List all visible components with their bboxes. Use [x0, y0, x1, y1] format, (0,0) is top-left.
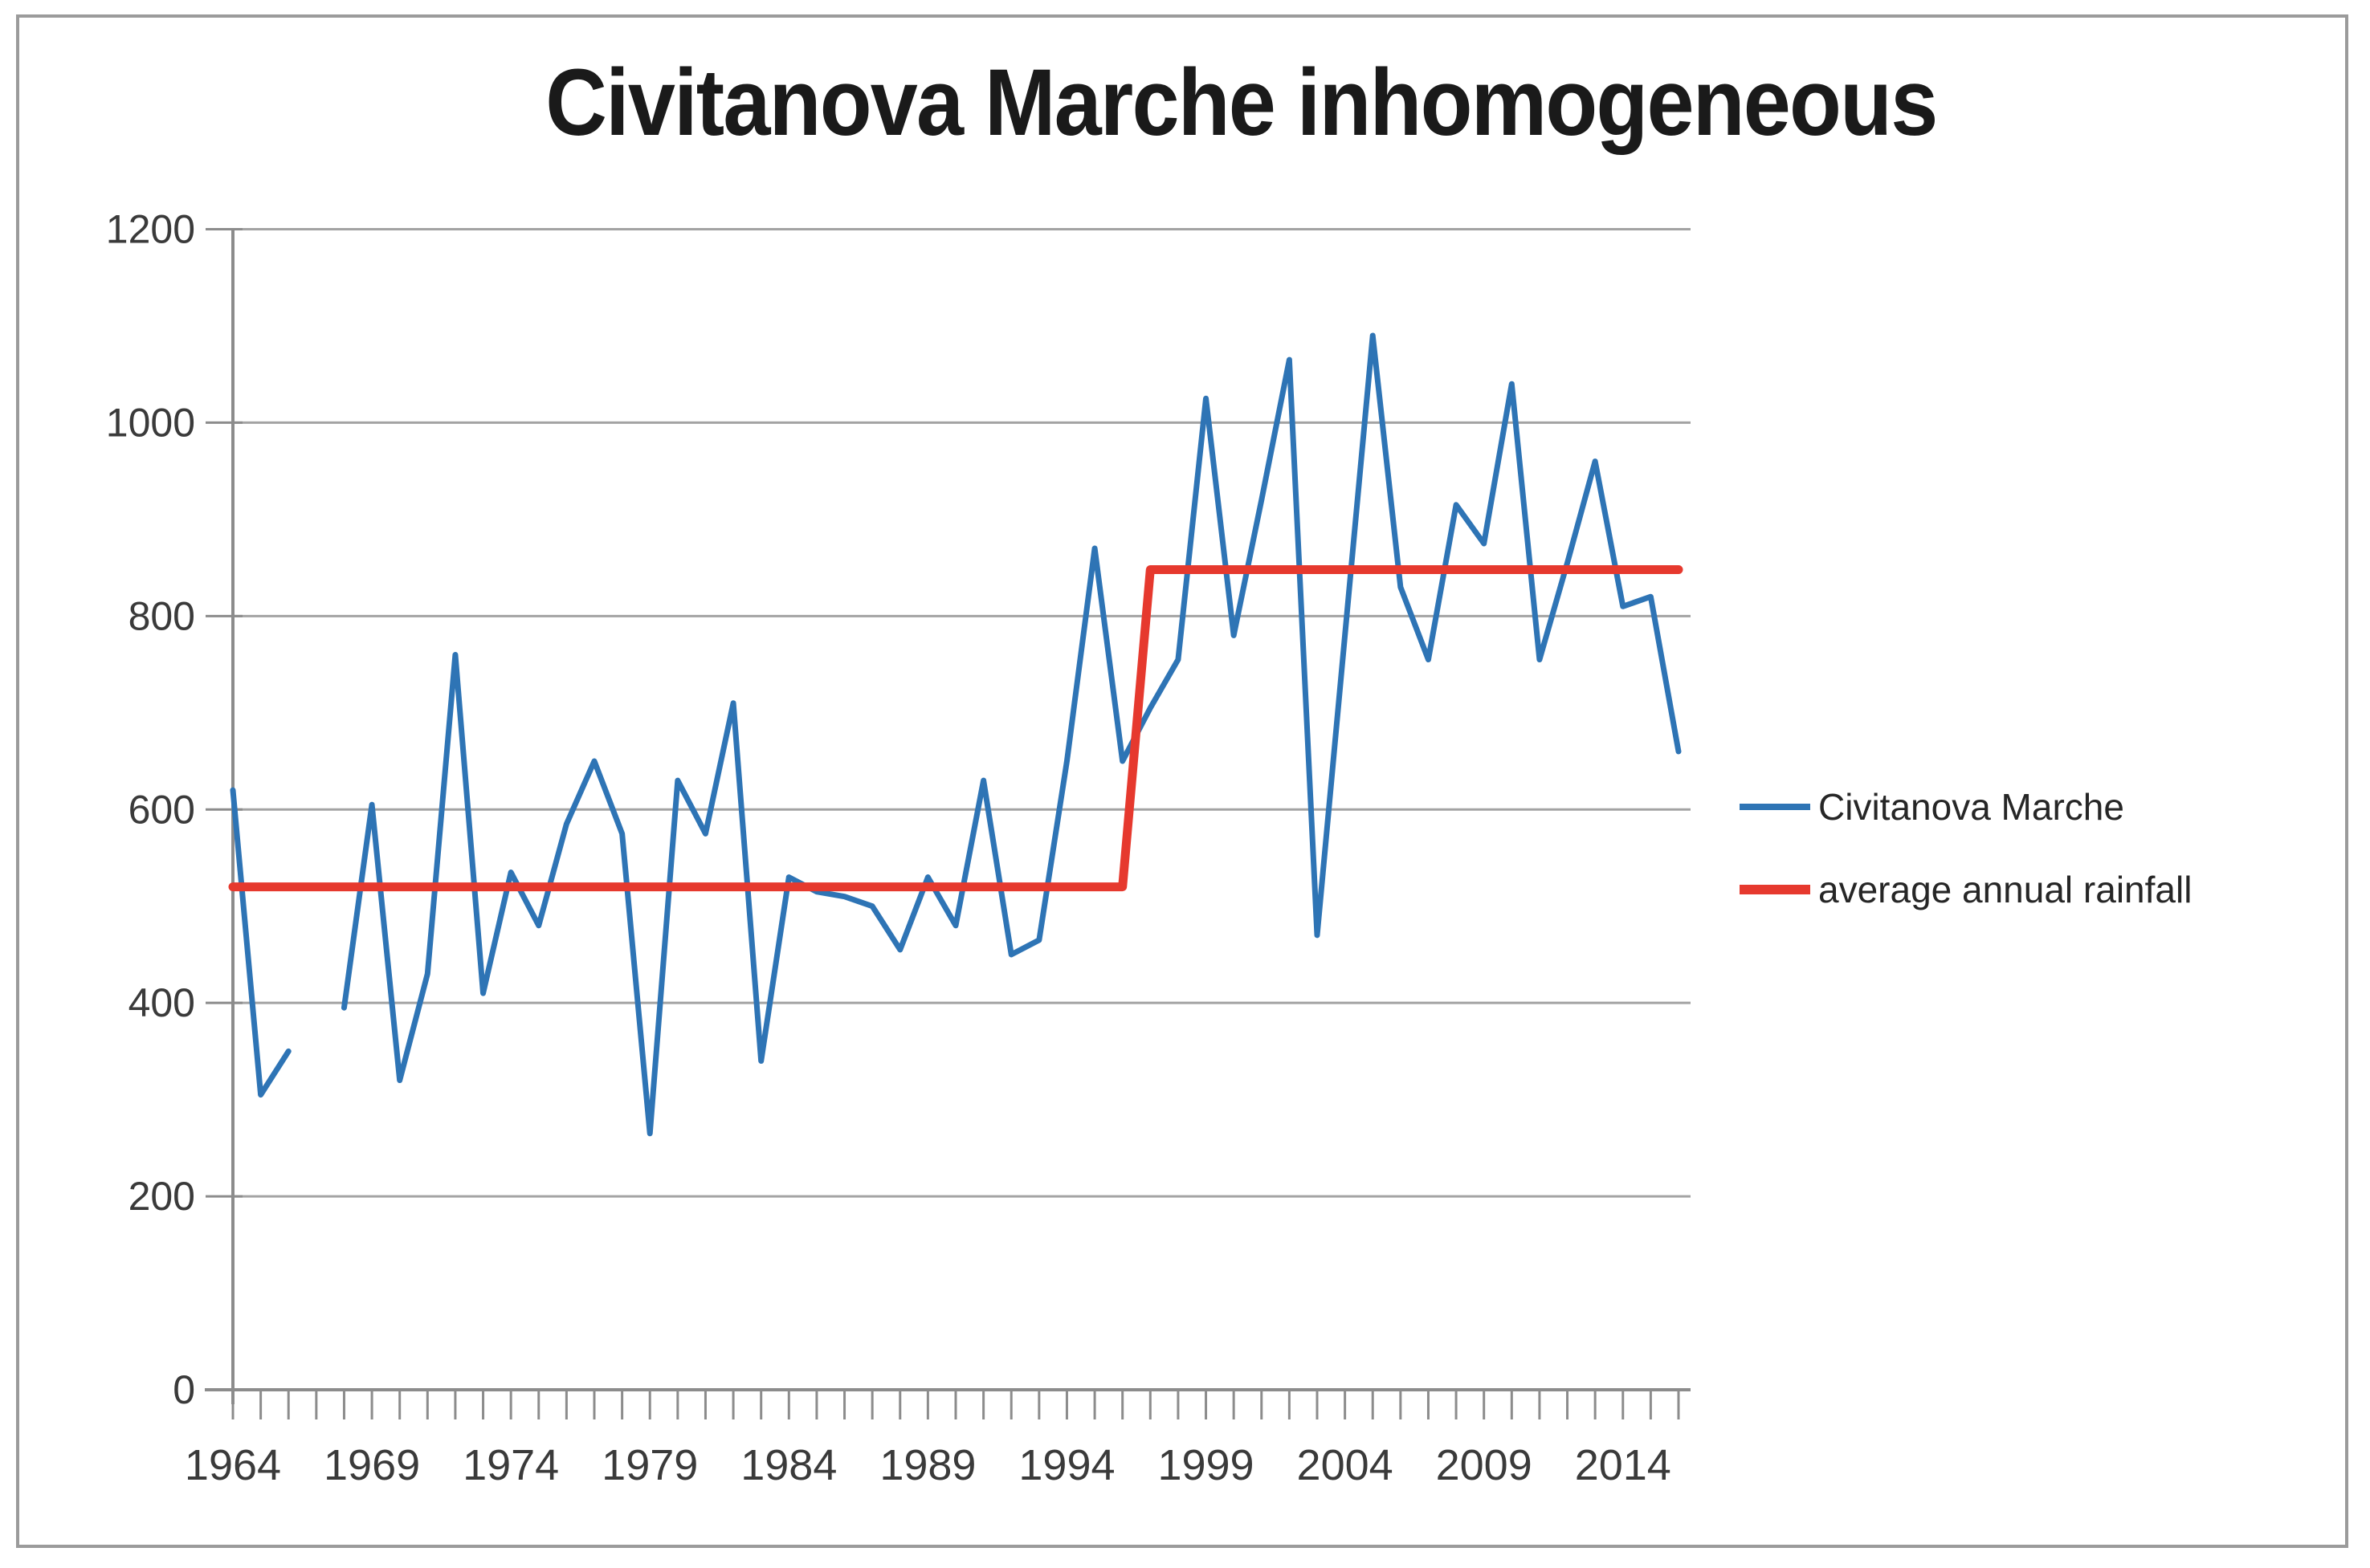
legend-line-swatch-blue — [1740, 804, 1810, 811]
series-line-civitanova — [341, 332, 1682, 1137]
x-axis-label: 1984 — [740, 1441, 837, 1489]
x-axis-label: 1989 — [879, 1441, 976, 1489]
legend-item-civitanova: Civitanova Marche — [1740, 787, 2192, 828]
y-axis-label: 400 — [128, 980, 195, 1025]
x-axis-label: 2014 — [1575, 1441, 1671, 1489]
x-axis-label: 2004 — [1297, 1441, 1393, 1489]
legend-item-average: average annual rainfall — [1740, 868, 2193, 910]
x-axis-label: 1969 — [324, 1441, 420, 1489]
title-wrap: Civitanova Marche inhomogeneous — [0, 47, 2370, 161]
y-axis-label: 1200 — [106, 207, 195, 252]
series-line-average — [228, 565, 1683, 892]
series-line-civitanova — [230, 787, 292, 1098]
y-axis-label: 600 — [128, 787, 195, 832]
x-axis-label: 1979 — [602, 1441, 698, 1489]
legend-label: average annual rainfall — [1818, 868, 2193, 910]
x-axis-label: 1994 — [1018, 1441, 1115, 1489]
x-axis-label: 2009 — [1436, 1441, 1532, 1489]
legend-label: Civitanova Marche — [1818, 786, 2124, 828]
x-axis-label: 1999 — [1157, 1441, 1254, 1489]
y-axis-label: 1000 — [106, 400, 195, 445]
y-axis-label: 200 — [128, 1174, 195, 1219]
legend-line-swatch-red — [1740, 884, 1810, 894]
chart-title: Civitanova Marche inhomogeneous — [545, 50, 1938, 156]
y-axis-label: 0 — [173, 1367, 195, 1412]
x-axis-label: 1974 — [463, 1441, 559, 1489]
x-axis-label: 1964 — [185, 1441, 281, 1489]
y-axis-label: 800 — [128, 593, 195, 638]
chart-border-frame — [16, 14, 2348, 1548]
legend: Civitanova Marche average annual rainfal… — [1740, 787, 2192, 951]
